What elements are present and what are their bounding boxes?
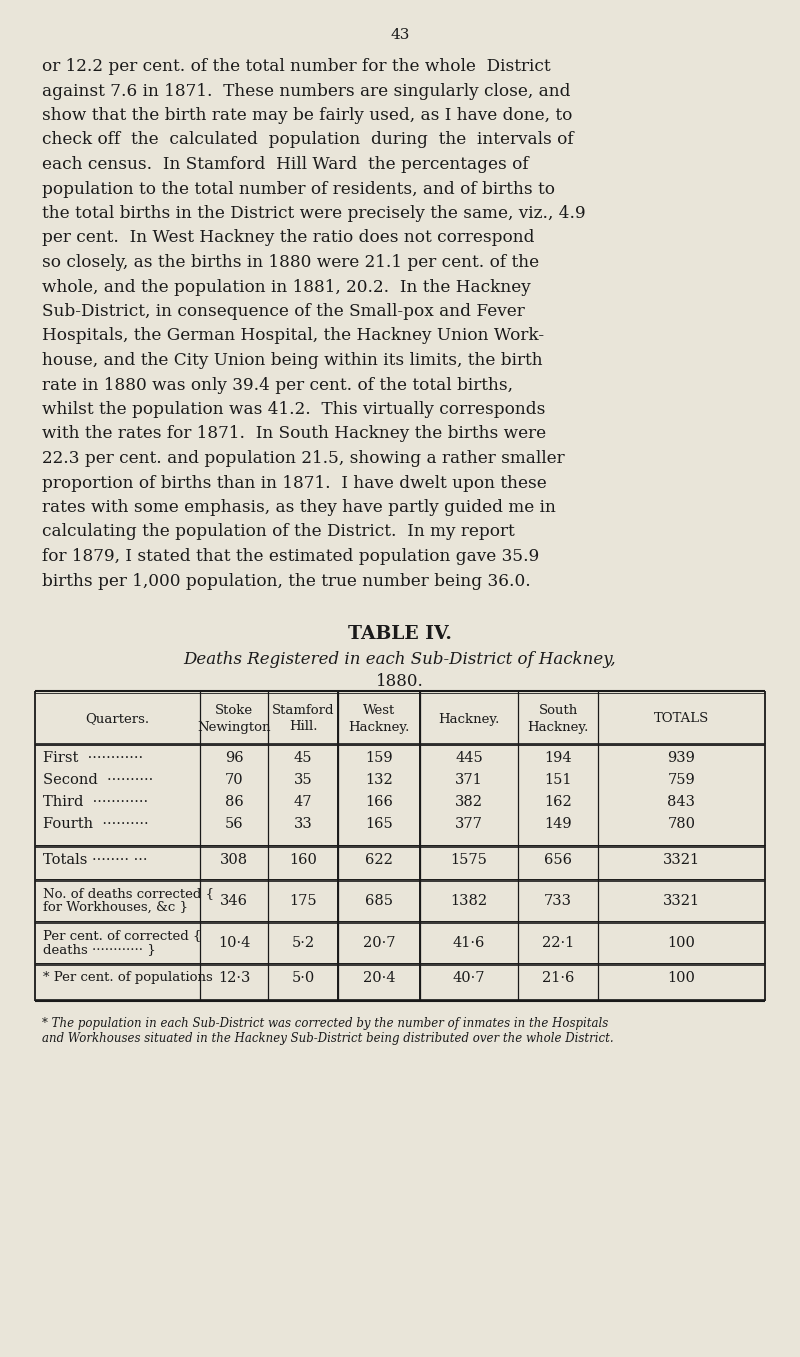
Text: 22·1: 22·1 [542, 936, 574, 950]
Text: Hospitals, the German Hospital, the Hackney Union Work-: Hospitals, the German Hospital, the Hack… [42, 327, 544, 345]
Text: each census.  In Stamford  Hill Ward  the percentages of: each census. In Stamford Hill Ward the p… [42, 156, 529, 172]
Text: 151: 151 [544, 773, 572, 787]
Text: 175: 175 [289, 894, 317, 908]
Text: 56: 56 [225, 817, 243, 830]
Text: or 12.2 per cent. of the total number for the whole  District: or 12.2 per cent. of the total number fo… [42, 58, 550, 75]
Text: 43: 43 [390, 28, 410, 42]
Text: Third  ············: Third ············ [43, 795, 148, 809]
Text: * The population in each Sub-District was corrected by the number of inmates in : * The population in each Sub-District wa… [42, 1016, 608, 1030]
Text: 40·7: 40·7 [453, 972, 486, 985]
Text: 33: 33 [294, 817, 312, 830]
Text: calculating the population of the District.  In my report: calculating the population of the Distri… [42, 524, 514, 540]
Text: 20·7: 20·7 [362, 936, 395, 950]
Text: Totals ········ ···: Totals ········ ··· [43, 854, 147, 867]
Text: Second  ··········: Second ·········· [43, 773, 154, 787]
Text: 843: 843 [667, 795, 695, 809]
Text: Stamford
Hill.: Stamford Hill. [272, 704, 334, 734]
Text: proportion of births than in 1871.  I have dwelt upon these: proportion of births than in 1871. I hav… [42, 475, 546, 491]
Text: per cent.  In West Hackney the ratio does not correspond: per cent. In West Hackney the ratio does… [42, 229, 534, 247]
Text: 86: 86 [225, 795, 243, 809]
Text: whole, and the population in 1881, 20.2.  In the Hackney: whole, and the population in 1881, 20.2.… [42, 278, 530, 296]
Text: 622: 622 [365, 854, 393, 867]
Text: Quarters.: Quarters. [86, 712, 150, 726]
Text: deaths ············ }: deaths ············ } [43, 943, 156, 955]
Text: West
Hackney.: West Hackney. [348, 704, 410, 734]
Text: 382: 382 [455, 795, 483, 809]
Text: 1575: 1575 [450, 854, 487, 867]
Text: 21·6: 21·6 [542, 972, 574, 985]
Text: rate in 1880 was only 39.4 per cent. of the total births,: rate in 1880 was only 39.4 per cent. of … [42, 376, 513, 394]
Text: 1880.: 1880. [376, 673, 424, 689]
Text: births per 1,000 population, the true number being 36.0.: births per 1,000 population, the true nu… [42, 573, 530, 589]
Text: with the rates for 1871.  In South Hackney the births were: with the rates for 1871. In South Hackne… [42, 426, 546, 442]
Text: 45: 45 [294, 750, 312, 765]
Text: and Workhouses situated in the Hackney Sub-District being distributed over the w: and Workhouses situated in the Hackney S… [42, 1033, 614, 1045]
Text: 5·2: 5·2 [291, 936, 314, 950]
Text: South
Hackney.: South Hackney. [527, 704, 589, 734]
Text: TOTALS: TOTALS [654, 712, 709, 726]
Text: 96: 96 [225, 750, 243, 765]
Text: rates with some emphasis, as they have partly guided me in: rates with some emphasis, as they have p… [42, 499, 556, 516]
Text: 10·4: 10·4 [218, 936, 250, 950]
Text: 939: 939 [667, 750, 695, 765]
Text: 194: 194 [544, 750, 572, 765]
Text: TABLE IV.: TABLE IV. [348, 626, 452, 643]
Text: 100: 100 [667, 972, 695, 985]
Text: 346: 346 [220, 894, 248, 908]
Text: 35: 35 [294, 773, 312, 787]
Text: 165: 165 [365, 817, 393, 830]
Text: Hackney.: Hackney. [438, 712, 500, 726]
Text: 5·0: 5·0 [291, 972, 314, 985]
Text: * Per cent. of populations: * Per cent. of populations [43, 972, 213, 984]
Text: 656: 656 [544, 854, 572, 867]
Text: 3321: 3321 [663, 894, 700, 908]
Text: 20·4: 20·4 [362, 972, 395, 985]
Text: for Workhouses, &c }: for Workhouses, &c } [43, 901, 188, 915]
Text: for 1879, I stated that the estimated population gave 35.9: for 1879, I stated that the estimated po… [42, 548, 539, 565]
Text: 149: 149 [544, 817, 572, 830]
Text: 377: 377 [455, 817, 483, 830]
Text: whilst the population was 41.2.  This virtually corresponds: whilst the population was 41.2. This vir… [42, 402, 546, 418]
Text: 685: 685 [365, 894, 393, 908]
Text: 445: 445 [455, 750, 483, 765]
Text: 100: 100 [667, 936, 695, 950]
Text: show that the birth rate may be fairly used, as I have done, to: show that the birth rate may be fairly u… [42, 107, 572, 123]
Text: the total births in the District were precisely the same, viz., 4.9: the total births in the District were pr… [42, 205, 586, 223]
Text: 166: 166 [365, 795, 393, 809]
Text: Per cent. of corrected {: Per cent. of corrected { [43, 930, 202, 942]
Text: No. of deaths corrected {: No. of deaths corrected { [43, 887, 214, 900]
Text: 41·6: 41·6 [453, 936, 485, 950]
Text: 308: 308 [220, 854, 248, 867]
Text: house, and the City Union being within its limits, the birth: house, and the City Union being within i… [42, 351, 542, 369]
Text: 70: 70 [225, 773, 243, 787]
Text: First  ············: First ············ [43, 750, 143, 765]
Text: Fourth  ··········: Fourth ·········· [43, 817, 149, 830]
Text: Stoke
Newington: Stoke Newington [198, 704, 270, 734]
Text: 733: 733 [544, 894, 572, 908]
Text: 160: 160 [289, 854, 317, 867]
Text: 12·3: 12·3 [218, 972, 250, 985]
Text: 22.3 per cent. and population 21.5, showing a rather smaller: 22.3 per cent. and population 21.5, show… [42, 451, 565, 467]
Text: 3321: 3321 [663, 854, 700, 867]
Text: check off  the  calculated  population  during  the  intervals of: check off the calculated population duri… [42, 132, 574, 148]
Text: 1382: 1382 [450, 894, 487, 908]
Text: Sub-District, in consequence of the Small-pox and Fever: Sub-District, in consequence of the Smal… [42, 303, 525, 320]
Text: so closely, as the births in 1880 were 21.1 per cent. of the: so closely, as the births in 1880 were 2… [42, 254, 539, 271]
Text: 371: 371 [455, 773, 483, 787]
Text: 759: 759 [668, 773, 695, 787]
Text: Deaths Registered in each Sub-District of Hackney,: Deaths Registered in each Sub-District o… [184, 651, 616, 668]
Text: 162: 162 [544, 795, 572, 809]
Text: against 7.6 in 1871.  These numbers are singularly close, and: against 7.6 in 1871. These numbers are s… [42, 83, 570, 99]
Text: 132: 132 [365, 773, 393, 787]
Text: 780: 780 [667, 817, 695, 830]
Text: 47: 47 [294, 795, 312, 809]
Text: 159: 159 [365, 750, 393, 765]
Text: population to the total number of residents, and of births to: population to the total number of reside… [42, 180, 555, 198]
